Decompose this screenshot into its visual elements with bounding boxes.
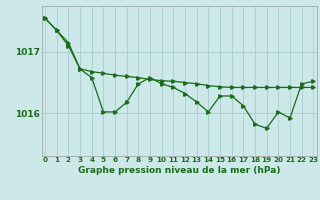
X-axis label: Graphe pression niveau de la mer (hPa): Graphe pression niveau de la mer (hPa) (78, 166, 280, 175)
